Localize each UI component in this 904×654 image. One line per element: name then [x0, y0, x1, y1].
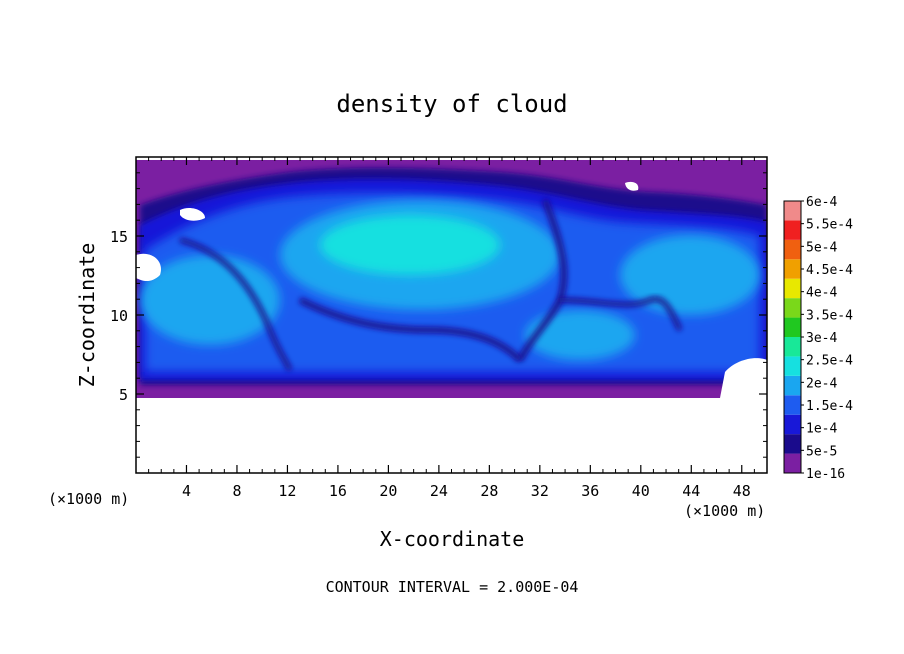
x-tick-label: 36: [581, 482, 599, 500]
colorbar-swatch: [784, 317, 801, 337]
colorbar-label: 1.5e-4: [806, 399, 853, 414]
heatmap-field: [136, 160, 767, 398]
x-tick-label: 28: [480, 482, 498, 500]
colorbar-swatch: [784, 356, 801, 376]
x-tick-label: 40: [632, 482, 650, 500]
colorbar-swatch: [784, 395, 801, 415]
y-axis-ticks: 5 10 15: [110, 172, 767, 458]
x-tick-label: 4: [182, 482, 191, 500]
colorbar-label: 4.5e-4: [806, 263, 853, 278]
contour-interval-note: CONTOUR INTERVAL = 2.000E-04: [326, 578, 579, 596]
x-tick-label: 20: [379, 482, 397, 500]
x-tick-label: 44: [682, 482, 700, 500]
colorbar-label: 6e-4: [806, 195, 837, 210]
colorbar-label: 1e-16: [806, 467, 845, 482]
colorbar-label: 3e-4: [806, 331, 837, 346]
x-tick-label: 48: [733, 482, 751, 500]
colorbar: 1e-16 5e-5 1e-4 1.5e-4 2e-4 2.5e-4 3e-4 3.5e-4 4…: [783, 195, 853, 482]
cloud-core-peak: [320, 215, 500, 275]
x-tick-label: 8: [232, 482, 241, 500]
colorbar-swatch: [784, 375, 801, 396]
colorbar-swatch: [784, 298, 801, 318]
x-axis-ticks: 4 8 12 16 20 24 28 32 36 40 44 48: [148, 157, 755, 500]
cloud-filament-3: [179, 237, 293, 372]
colorbar-label: 5.5e-4: [806, 218, 853, 233]
colorbar-swatch: [784, 278, 801, 299]
colorbar-label: 5e-5: [806, 444, 837, 459]
x-tick-label: 16: [329, 482, 347, 500]
colorbar-swatch: [784, 201, 801, 221]
cloud-core-left: [140, 255, 280, 345]
colorbar-label: 4e-4: [806, 286, 837, 301]
x-unit-label-right: (×1000 m): [684, 502, 765, 520]
clear-air-topright: [625, 181, 639, 191]
colorbar-swatch: [784, 220, 801, 240]
colorbar-swatch: [784, 337, 801, 357]
cloud-core-lower: [525, 310, 635, 360]
colorbar-label: 5e-4: [806, 240, 837, 255]
x-tick-label: 12: [278, 482, 296, 500]
cloud-filament-2: [298, 297, 523, 363]
x-unit-label-left: (×1000 m): [48, 490, 129, 508]
colorbar-swatch: [784, 259, 801, 279]
cloud-core-right: [620, 235, 760, 315]
colorbar-label: 3.5e-4: [806, 308, 853, 323]
colorbar-swatch: [784, 239, 801, 260]
x-tick-label: 32: [531, 482, 549, 500]
x-axis-label: X-coordinate: [380, 527, 525, 551]
colorbar-label: 2e-4: [806, 376, 837, 391]
y-tick-label: 10: [110, 307, 128, 325]
y-tick-label: 15: [110, 228, 128, 246]
chart-title: density of cloud: [336, 90, 567, 118]
y-axis-label: Z-coordinate: [75, 243, 99, 388]
colorbar-swatch: [784, 414, 801, 435]
colorbar-swatch: [784, 453, 801, 473]
colorbar-swatch: [784, 434, 801, 454]
colorbar-label: 1e-4: [806, 422, 837, 437]
clear-air-topleft: [180, 207, 205, 221]
clear-air-left: [136, 253, 161, 282]
clear-air-right: [720, 358, 767, 398]
cloud-filament-4: [559, 296, 683, 332]
y-tick-label: 5: [119, 386, 128, 404]
colorbar-label: 2.5e-4: [806, 354, 853, 369]
x-tick-label: 24: [430, 482, 448, 500]
